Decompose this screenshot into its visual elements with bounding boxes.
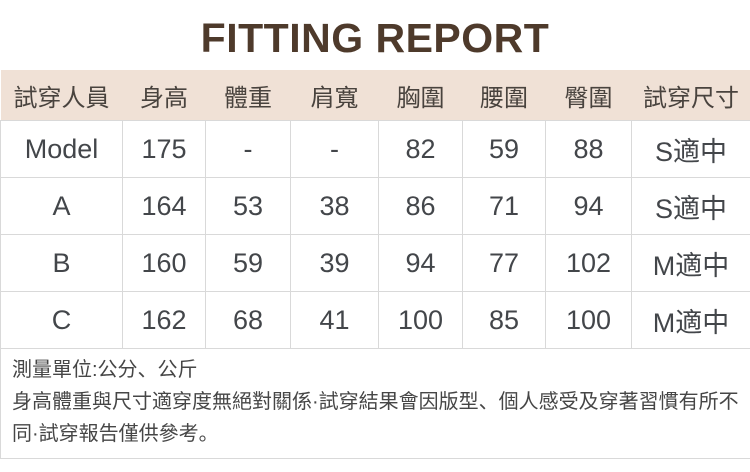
cell-fitter: A bbox=[0, 177, 123, 235]
cell-hip: 94 bbox=[545, 177, 632, 235]
cell-shoulder: - bbox=[290, 120, 379, 178]
cell-fitting-size: S適中 bbox=[631, 120, 750, 178]
header-height: 身高 bbox=[122, 70, 206, 121]
table-row-b: B 160 59 39 94 77 102 M適中 bbox=[0, 234, 750, 292]
cell-fitter: C bbox=[0, 291, 123, 349]
cell-shoulder: 39 bbox=[290, 234, 379, 292]
header-waist: 腰圍 bbox=[462, 70, 546, 121]
notes-cell: 測量單位:公分、公斤 身高體重與尺寸適穿度無絕對關係·試穿結果會因版型、個人感受… bbox=[0, 348, 750, 459]
cell-fitting-size: M適中 bbox=[631, 234, 750, 292]
header-fitting-size: 試穿尺寸 bbox=[631, 70, 750, 121]
table-row-c: C 162 68 41 100 85 100 M適中 bbox=[0, 291, 750, 349]
note-measurement-units: 測量單位:公分、公斤 bbox=[12, 359, 198, 381]
cell-height: 164 bbox=[122, 177, 206, 235]
cell-weight: 53 bbox=[205, 177, 291, 235]
cell-hip: 100 bbox=[545, 291, 632, 349]
table-notes-row: 測量單位:公分、公斤 身高體重與尺寸適穿度無絕對關係·試穿結果會因版型、個人感受… bbox=[0, 348, 750, 459]
fitting-table: 試穿人員 身高 體重 肩寬 胸圍 腰圍 臀圍 試穿尺寸 Model 175 - … bbox=[0, 70, 750, 459]
cell-waist: 77 bbox=[462, 234, 546, 292]
cell-height: 160 bbox=[122, 234, 206, 292]
cell-weight: 59 bbox=[205, 234, 291, 292]
cell-shoulder: 41 bbox=[290, 291, 379, 349]
table-row-a: A 164 53 38 86 71 94 S適中 bbox=[0, 177, 750, 235]
cell-shoulder: 38 bbox=[290, 177, 379, 235]
cell-weight: - bbox=[205, 120, 291, 178]
cell-hip: 88 bbox=[545, 120, 632, 178]
cell-bust: 100 bbox=[378, 291, 463, 349]
header-hip: 臀圍 bbox=[545, 70, 632, 121]
cell-height: 162 bbox=[122, 291, 206, 349]
cell-fitter: Model bbox=[0, 120, 123, 178]
cell-bust: 94 bbox=[378, 234, 463, 292]
cell-hip: 102 bbox=[545, 234, 632, 292]
report-title: FITTING REPORT bbox=[200, 15, 550, 61]
cell-weight: 68 bbox=[205, 291, 291, 349]
cell-waist: 71 bbox=[462, 177, 546, 235]
cell-height: 175 bbox=[122, 120, 206, 178]
note-disclaimer: 身高體重與尺寸適穿度無絕對關係·試穿結果會因版型、個人感受及穿著習慣有所不同·試… bbox=[12, 391, 739, 445]
header-weight: 體重 bbox=[205, 70, 291, 121]
header-fitter: 試穿人員 bbox=[0, 70, 123, 121]
cell-fitting-size: M適中 bbox=[631, 291, 750, 349]
table-header-row: 試穿人員 身高 體重 肩寬 胸圍 腰圍 臀圍 試穿尺寸 bbox=[0, 70, 750, 121]
cell-bust: 86 bbox=[378, 177, 463, 235]
header-bust: 胸圍 bbox=[378, 70, 463, 121]
table-row-model: Model 175 - - 82 59 88 S適中 bbox=[0, 120, 750, 178]
cell-fitter: B bbox=[0, 234, 123, 292]
cell-fitting-size: S適中 bbox=[631, 177, 750, 235]
cell-waist: 59 bbox=[462, 120, 546, 178]
header-shoulder: 肩寬 bbox=[290, 70, 379, 121]
cell-bust: 82 bbox=[378, 120, 463, 178]
cell-waist: 85 bbox=[462, 291, 546, 349]
